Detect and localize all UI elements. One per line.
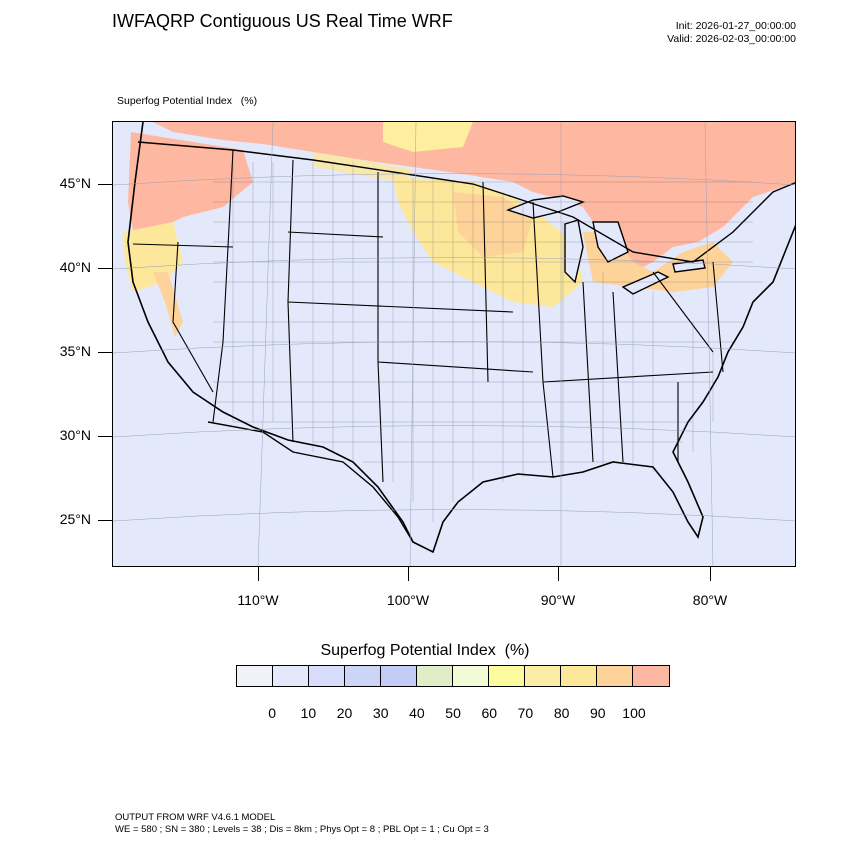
lat-label-30n: 30°N [59, 427, 91, 443]
colorbar-label: 80 [553, 705, 570, 721]
us-canada-border [137, 141, 795, 263]
colorbar-label: 50 [445, 705, 461, 721]
colorbar-label: 90 [590, 705, 606, 721]
colorbar-swatch [525, 666, 562, 686]
lon-label-110w: 110°W [237, 592, 279, 608]
county-mesh [213, 162, 763, 522]
colorbar [236, 665, 671, 687]
lon-tick [558, 567, 559, 581]
footer-model-line: OUTPUT FROM WRF V4.6.1 MODEL [115, 812, 276, 823]
footer-config-line: WE = 580 ; SN = 380 ; Levels = 38 ; Dis … [115, 824, 489, 835]
colorbar-label: 10 [300, 705, 317, 721]
colorbar-label: 100 [622, 705, 646, 721]
lat-tick [98, 436, 112, 437]
init-time: Init: 2026-01-27_00:00:00 [675, 20, 796, 32]
canada-light-index-patch [383, 122, 473, 152]
lat-label-25n: 25°N [59, 511, 91, 527]
colorbar-swatch [417, 666, 454, 686]
colorbar-swatch [489, 666, 526, 686]
lon-tick [408, 567, 409, 581]
lat-label-45n: 45°N [59, 175, 91, 191]
us-mexico-border [207, 421, 414, 543]
colorbar-swatch [345, 666, 382, 686]
colorbar-swatch [633, 666, 670, 686]
map-panel [112, 121, 796, 567]
colorbar-label: 60 [481, 705, 498, 721]
field-label: Superfog Potential Index (%) [117, 95, 258, 107]
lon-tick [710, 567, 711, 581]
lat-tick [98, 352, 112, 353]
lat-tick [98, 520, 112, 521]
graticule [113, 122, 795, 566]
colorbar-swatch [381, 666, 418, 686]
pacific-northwest-high-index-region [128, 132, 253, 242]
lake-michigan [564, 219, 584, 284]
lat-label-40n: 40°N [59, 259, 91, 275]
lon-tick [258, 567, 259, 581]
lon-label-80w: 80°W [692, 592, 728, 608]
lon-label-90w: 90°W [540, 592, 576, 608]
colorbar-swatch [237, 666, 274, 686]
map-svg [113, 122, 795, 566]
colorbar-swatch [309, 666, 346, 686]
plot-title: IWFAQRP Contiguous US Real Time WRF [112, 11, 453, 31]
california-coast-moderate-band [153, 272, 183, 337]
colorbar-swatch [597, 666, 634, 686]
colorbar-label: 20 [336, 705, 353, 721]
lat-tick [98, 268, 112, 269]
lat-tick [98, 184, 112, 185]
colorbar-swatch [453, 666, 490, 686]
colorbar-label: 70 [517, 705, 534, 721]
colorbar-swatch [561, 666, 598, 686]
state-boundaries [132, 149, 724, 483]
colorbar-label: 40 [409, 705, 425, 721]
valid-time: Valid: 2026-02-03_00:00:00 [667, 33, 796, 45]
colorbar-label: 0 [268, 705, 277, 721]
lon-label-100w: 100°W [386, 592, 430, 608]
colorbar-label: 30 [372, 705, 389, 721]
lat-label-35n: 35°N [59, 343, 91, 359]
canada-high-index-region [153, 122, 795, 272]
colorbar-title: Superfog Potential Index (%) [320, 642, 530, 659]
colorbar-swatch [273, 666, 310, 686]
